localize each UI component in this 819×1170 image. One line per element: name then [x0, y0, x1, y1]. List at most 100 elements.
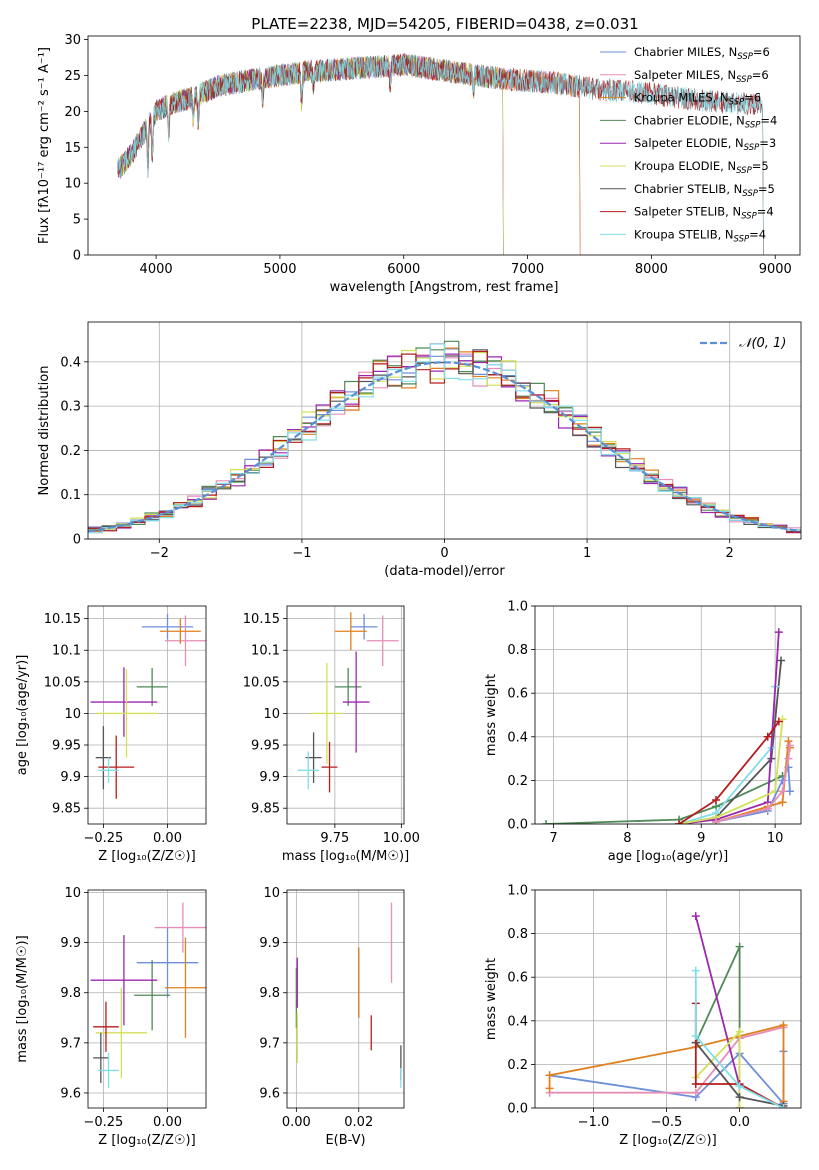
y-tick-label: 9.9: [259, 936, 280, 951]
weight-marker: [691, 1088, 700, 1097]
x-tick-label: 7: [549, 831, 557, 846]
y-tick-label: 5: [73, 213, 81, 228]
weight-marker: [784, 754, 793, 763]
x-tick-label: 8: [623, 831, 631, 846]
y-tick-label: 0.4: [507, 730, 528, 745]
y-tick-label: 0.6: [507, 971, 528, 986]
legend-label: Kroupa ELODIE, NSSP=5: [634, 159, 769, 176]
weight-marker: [712, 817, 721, 824]
weight-marker: [763, 804, 772, 813]
weight-marker: [735, 1104, 744, 1108]
y-tick-label: 9.7: [60, 1036, 81, 1051]
weight-marker: [735, 1082, 744, 1091]
x-axis-label: wavelength [Angstrom, rest frame]: [330, 280, 559, 295]
panel-mass_vs_ebv: 0.00 0.02 9.6 9.7 9.8 9.9 10 E(B-V): [259, 886, 405, 1148]
y-tick-label: 10: [64, 707, 81, 722]
y-tick-label: 1.0: [507, 600, 528, 615]
weight-marker: [763, 732, 772, 741]
weight-marker: [691, 1032, 700, 1041]
x-tick-label: 0.00: [153, 1115, 182, 1130]
y-tick-label: 9.6: [60, 1086, 81, 1101]
y-axis-label: mass weight: [484, 958, 499, 1040]
x-tick-label: 7000: [511, 262, 544, 277]
x-axis-label: Z [log₁₀(Z/Z☉)]: [98, 1133, 195, 1148]
y-tick-label: 9.8: [60, 986, 81, 1001]
y-tick-label: 10: [64, 177, 81, 192]
x-axis-label: mass [log₁₀(M/M☉)]: [282, 849, 409, 864]
y-tick-label: 10.05: [44, 675, 81, 690]
x-tick-label: 0.02: [344, 1115, 373, 1130]
legend-label: 𝒩(0, 1): [739, 336, 786, 351]
normal-curve: [88, 361, 801, 533]
y-tick-label: 0.3: [60, 400, 81, 415]
spectrum-line: [118, 53, 504, 255]
x-tick-label: 0: [440, 546, 448, 561]
y-tick-label: 9.8: [259, 986, 280, 1001]
figure-title: PLATE=2238, MJD=54205, FIBERID=0438, z=0…: [251, 15, 638, 33]
x-tick-label: −0.25: [83, 831, 123, 846]
legend-label: Salpeter MILES, NSSP=6: [634, 68, 769, 85]
weight-line: [694, 1003, 784, 1108]
x-axis-label: Z [log₁₀(Z/Z☉)]: [619, 1133, 716, 1148]
axes-frame: [534, 605, 802, 825]
y-tick-label: 9.6: [259, 1086, 280, 1101]
y-tick-label: 0.8: [507, 927, 528, 942]
weight-marker: [785, 741, 794, 750]
y-axis-label: mass weight: [484, 674, 499, 756]
legend-label: Kroupa MILES, NSSP=6: [634, 91, 761, 108]
spectrum-line: [117, 54, 504, 255]
weight-marker: [774, 628, 783, 637]
y-axis-label: Flux [fλ10⁻¹⁷ erg cm⁻² s⁻¹ A⁻¹]: [37, 47, 52, 244]
y-tick-label: 0.8: [507, 643, 528, 658]
weight-marker: [735, 1027, 744, 1036]
plot-area: [90, 614, 206, 799]
x-tick-label: 0.0: [729, 1115, 750, 1130]
weight-marker: [778, 787, 787, 796]
y-tick-label: 10: [64, 886, 81, 901]
x-tick-label: 10.00: [383, 831, 420, 846]
y-tick-label: 10: [263, 886, 280, 901]
spectrum-line: [118, 55, 764, 255]
plot-area: [545, 912, 788, 1108]
x-tick-label: −0.25: [83, 1115, 123, 1130]
spectrum-legend: Chabrier MILES, NSSP=6 Salpeter MILES, NS…: [600, 45, 777, 244]
weight-marker: [545, 1084, 554, 1093]
weight-marker: [779, 1104, 788, 1108]
x-axis-label: Z [log₁₀(Z/Z☉)]: [98, 849, 195, 864]
y-tick-label: 9.9: [60, 936, 81, 951]
weight-line: [546, 775, 783, 824]
weight-marker: [735, 942, 744, 951]
y-tick-label: 9.9: [60, 770, 81, 785]
plot-area: [295, 902, 402, 1088]
weight-marker: [675, 820, 684, 824]
weight-marker: [545, 1071, 554, 1080]
axes-frame: [286, 889, 405, 1109]
y-tick-label: 9.95: [52, 739, 81, 754]
y-axis-label: age [log₁₀(age/yr)]: [15, 655, 30, 776]
y-axis-label: mass [log₁₀(M/M☉)]: [15, 935, 30, 1062]
y-tick-label: 9.9: [259, 770, 280, 785]
x-tick-label: −1.0: [578, 1115, 610, 1130]
plot-area: [117, 53, 764, 255]
x-tick-label: 1: [583, 546, 591, 561]
x-tick-label: 0.00: [282, 1115, 311, 1130]
y-tick-label: 0.0: [507, 818, 528, 833]
y-tick-label: 1.0: [507, 884, 528, 899]
panel-age_vs_mass: 9.75 10.00 9.85 9.9 9.95 10 10.05 10.1 10.15 mass…: [243, 605, 420, 864]
x-tick-label: 10: [767, 831, 784, 846]
weight-marker: [735, 1093, 744, 1102]
y-tick-label: 0: [73, 249, 81, 264]
x-axis-label: age [log₁₀(age/yr)]: [608, 849, 729, 864]
y-tick-label: 0.4: [507, 1014, 528, 1029]
y-tick-label: 10.15: [44, 612, 81, 627]
y-tick-label: 10: [263, 707, 280, 722]
y-tick-label: 30: [64, 33, 81, 48]
legend-label: Chabrier ELODIE, NSSP=4: [634, 113, 777, 130]
y-tick-label: 9.95: [251, 739, 280, 754]
x-tick-label: 9.75: [320, 831, 349, 846]
y-axis-label: Normed distribution: [37, 366, 52, 496]
axes-frame: [87, 321, 802, 540]
legend-label: Kroupa STELIB, NSSP=4: [634, 227, 766, 244]
weight-line: [549, 1026, 784, 1094]
